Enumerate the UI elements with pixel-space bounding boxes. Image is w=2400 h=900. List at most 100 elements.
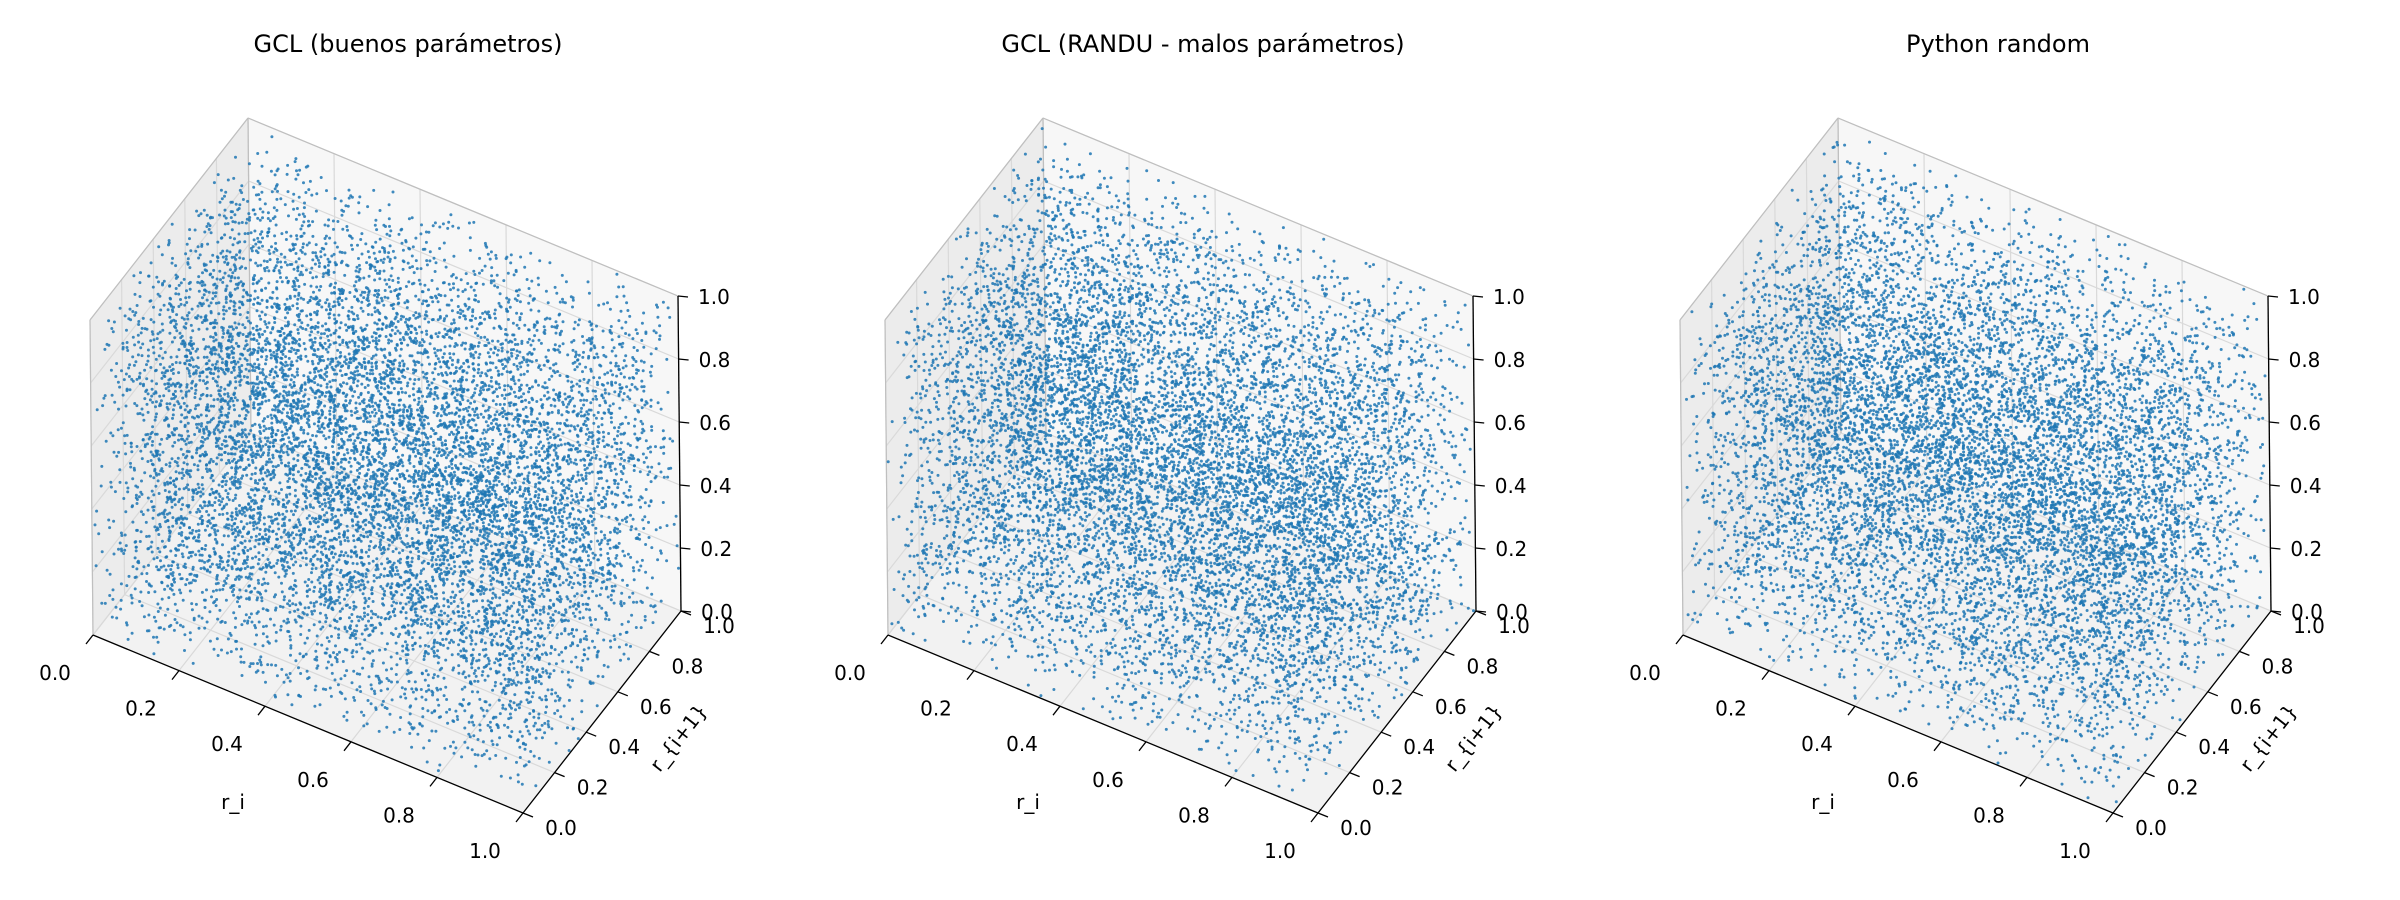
data-point — [230, 325, 234, 329]
data-point — [423, 447, 427, 451]
data-point — [371, 404, 375, 408]
data-point — [495, 353, 499, 357]
data-point — [447, 282, 451, 286]
data-point — [166, 607, 170, 611]
data-point — [128, 307, 132, 311]
data-point — [351, 394, 355, 398]
data-point — [141, 342, 145, 346]
data-point — [487, 416, 491, 420]
data-point — [510, 604, 514, 608]
data-point — [512, 701, 516, 705]
data-point — [259, 655, 263, 659]
data-point — [518, 386, 521, 389]
data-point — [141, 513, 145, 516]
data-point — [140, 326, 144, 330]
data-point — [328, 654, 332, 658]
data-point — [306, 359, 310, 363]
data-point — [542, 543, 546, 547]
data-point — [261, 210, 265, 214]
data-point — [283, 260, 287, 264]
data-point — [562, 483, 566, 487]
data-point — [282, 598, 286, 602]
data-point — [177, 544, 181, 547]
data-point — [333, 197, 337, 200]
data-point — [159, 308, 163, 312]
data-point — [411, 387, 415, 391]
data-point — [349, 470, 353, 474]
data-point — [293, 579, 297, 583]
data-point — [540, 497, 544, 501]
data-point — [364, 523, 368, 527]
data-point — [385, 498, 389, 501]
data-point — [263, 313, 267, 317]
data-point — [396, 320, 400, 323]
data-point — [622, 652, 626, 656]
data-point — [348, 340, 352, 344]
data-point — [531, 677, 535, 681]
data-point — [208, 570, 212, 574]
data-point — [430, 729, 434, 733]
data-point — [251, 326, 255, 330]
data-point — [316, 321, 320, 325]
data-point — [595, 631, 599, 635]
data-point — [164, 387, 168, 391]
data-point — [424, 400, 427, 404]
data-point — [169, 572, 173, 576]
data-point — [522, 764, 526, 768]
data-point — [298, 168, 302, 172]
data-point — [241, 333, 245, 336]
data-point — [634, 626, 638, 629]
data-point — [517, 378, 521, 382]
data-point — [512, 523, 516, 527]
data-point — [253, 229, 257, 233]
data-point — [388, 415, 392, 419]
data-point — [328, 409, 332, 413]
data-point — [388, 234, 392, 238]
data-point — [464, 317, 467, 321]
grid-line — [248, 243, 680, 423]
data-point — [185, 242, 189, 246]
data-point — [508, 460, 512, 464]
data-point — [227, 550, 231, 554]
data-point — [461, 449, 465, 453]
data-point — [425, 617, 429, 621]
data-point — [587, 596, 591, 600]
data-point — [574, 500, 578, 504]
data-point — [355, 643, 358, 647]
data-point — [136, 353, 140, 357]
data-point — [296, 367, 299, 371]
data-point — [394, 461, 398, 465]
data-point — [621, 450, 625, 454]
data-point — [485, 338, 489, 342]
data-point — [112, 519, 116, 523]
data-point — [455, 393, 459, 397]
data-point — [170, 500, 174, 504]
data-point — [232, 176, 236, 180]
data-point — [410, 537, 414, 540]
data-point — [582, 517, 586, 521]
data-point — [628, 485, 632, 488]
data-point — [373, 265, 377, 269]
data-point — [525, 278, 529, 281]
data-point — [220, 357, 224, 361]
data-point — [567, 583, 571, 587]
data-point — [329, 545, 332, 549]
data-point — [515, 673, 519, 677]
data-point — [167, 378, 171, 382]
data-point — [131, 477, 135, 481]
data-point — [378, 648, 382, 652]
data-point — [497, 613, 501, 617]
data-point — [205, 318, 209, 322]
data-point — [141, 316, 145, 320]
data-point — [575, 592, 579, 596]
data-point — [189, 554, 193, 558]
data-point — [172, 592, 176, 596]
data-point — [552, 369, 555, 373]
data-point — [499, 574, 503, 578]
data-point — [262, 373, 265, 377]
data-point — [416, 621, 420, 625]
data-point — [495, 410, 499, 414]
data-point — [599, 553, 603, 557]
data-point — [233, 538, 237, 542]
data-point — [420, 499, 423, 503]
